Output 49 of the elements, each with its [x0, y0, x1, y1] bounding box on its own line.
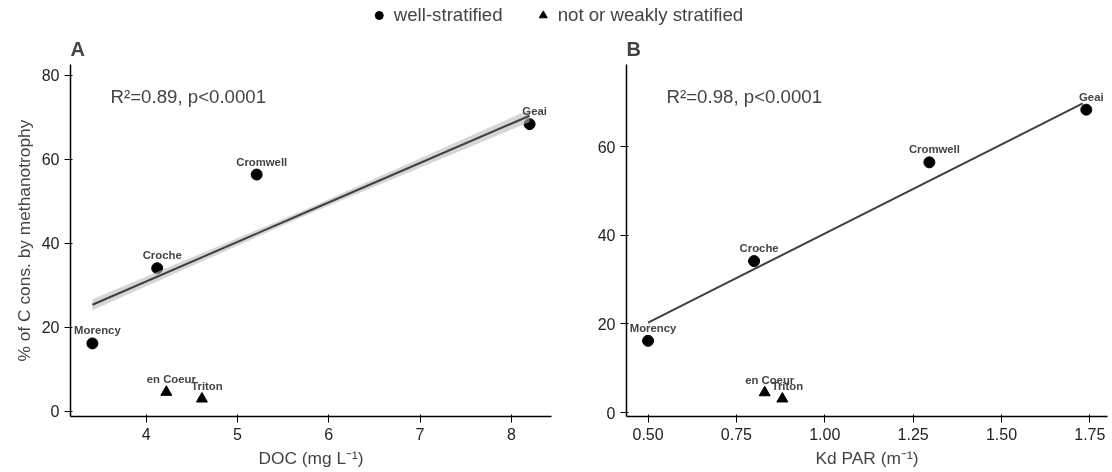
y-tick-label: 80	[41, 67, 60, 84]
point	[923, 156, 936, 169]
y-tick-label: 60	[41, 151, 60, 169]
y-axis-title: % of C cons. by methanotrophy	[13, 119, 34, 362]
chart-title: B	[626, 37, 641, 60]
x-axis-title: Kd PAR (m⁻¹)	[815, 447, 919, 468]
annotation: Morency	[629, 321, 678, 334]
y-tick-label: 40	[41, 235, 60, 253]
x-tick-label: 1.50	[985, 425, 1018, 443]
annotation: R²=0.89, p<0.0001	[110, 85, 267, 107]
y-tick-label: 20	[597, 315, 616, 333]
annotation: R²=0.98, p<0.0001	[666, 85, 823, 107]
annotation: Cromwell	[236, 155, 288, 168]
x-tick-label: 5	[233, 425, 243, 443]
annotation: Croche	[142, 249, 182, 262]
x-axis-title: DOC (mg L⁻¹)	[258, 447, 364, 468]
legend-label: not or weakly stratified	[557, 4, 744, 26]
annotation: Cromwell	[908, 143, 960, 156]
y-tick-label: 0	[606, 404, 616, 422]
annotation: Geai	[522, 105, 547, 118]
point	[195, 392, 208, 403]
point	[1080, 103, 1093, 116]
y-tick-label: 40	[597, 227, 616, 245]
point	[748, 255, 761, 268]
x-tick-label: 1.25	[897, 425, 929, 443]
x-tick-label: 1.75	[1074, 425, 1106, 443]
point	[151, 262, 164, 275]
x-tick-label: 0.75	[720, 425, 753, 443]
point	[160, 385, 173, 396]
annotation: Croche	[739, 242, 779, 255]
point	[86, 337, 99, 350]
x-tick-label: 4	[141, 425, 151, 443]
point	[523, 118, 536, 131]
x-tick-label: 8	[506, 425, 516, 443]
x-tick-label: 0.50	[632, 425, 664, 443]
point	[642, 334, 655, 347]
y-tick-label: 20	[41, 319, 60, 337]
point	[250, 168, 263, 181]
annotation: Geai	[1079, 90, 1104, 103]
annotation: Morency	[74, 324, 122, 337]
x-tick-label: 1.00	[809, 425, 841, 443]
point	[776, 391, 789, 403]
chart-title: A	[70, 37, 85, 60]
x-tick-label: 7	[415, 425, 425, 443]
y-tick-label: 0	[50, 403, 60, 421]
y-tick-label: 60	[597, 138, 616, 156]
x-tick-label: 6	[324, 425, 334, 443]
point	[758, 385, 771, 397]
legend-label: well-stratified	[393, 4, 503, 26]
